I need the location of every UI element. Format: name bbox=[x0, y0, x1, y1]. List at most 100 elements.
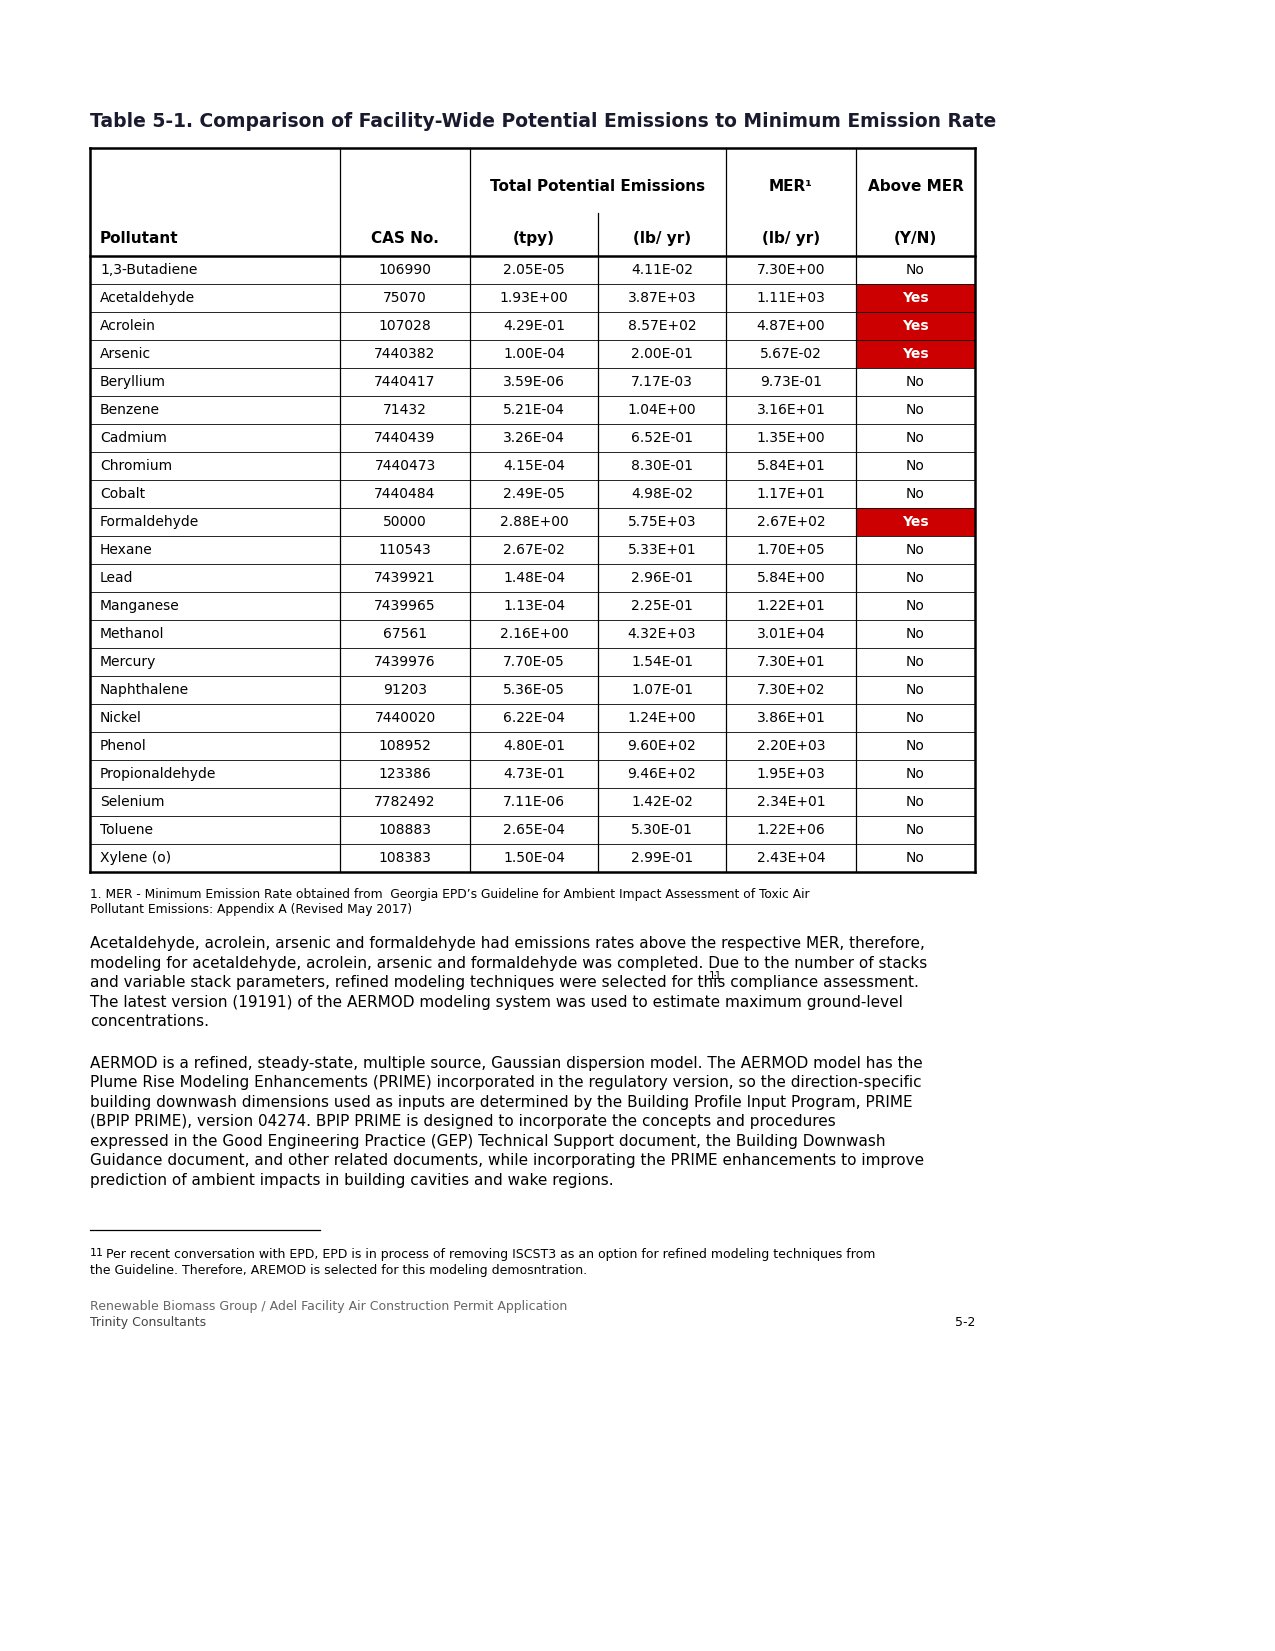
Text: 5.75E+03: 5.75E+03 bbox=[627, 515, 696, 528]
Text: 1.22E+01: 1.22E+01 bbox=[756, 599, 825, 613]
Text: 1.24E+00: 1.24E+00 bbox=[627, 712, 696, 725]
Text: prediction of ambient impacts in building cavities and wake regions.: prediction of ambient impacts in buildin… bbox=[91, 1172, 613, 1187]
Text: concentrations.: concentrations. bbox=[91, 1014, 209, 1029]
Text: 7439965: 7439965 bbox=[374, 599, 436, 613]
Text: 3.86E+01: 3.86E+01 bbox=[756, 712, 825, 725]
Text: 5.67E-02: 5.67E-02 bbox=[760, 347, 822, 362]
Text: 7439921: 7439921 bbox=[374, 571, 436, 584]
Text: 4.87E+00: 4.87E+00 bbox=[756, 319, 825, 334]
Text: 50000: 50000 bbox=[382, 515, 427, 528]
Text: No: No bbox=[907, 543, 924, 556]
Text: 108952: 108952 bbox=[379, 740, 431, 753]
Text: Chromium: Chromium bbox=[99, 459, 172, 472]
Text: 7.30E+00: 7.30E+00 bbox=[757, 263, 825, 277]
Text: 9.46E+02: 9.46E+02 bbox=[627, 768, 696, 781]
Text: Selenium: Selenium bbox=[99, 796, 164, 809]
Text: (lb/ yr): (lb/ yr) bbox=[632, 231, 691, 246]
Text: (Y/N): (Y/N) bbox=[894, 231, 937, 246]
Text: the Guideline. Therefore, AREMOD is selected for this modeling demosntration.: the Guideline. Therefore, AREMOD is sele… bbox=[91, 1265, 586, 1276]
Text: Benzene: Benzene bbox=[99, 403, 159, 418]
Text: 75070: 75070 bbox=[382, 291, 427, 305]
Text: 11: 11 bbox=[709, 971, 722, 981]
Text: Manganese: Manganese bbox=[99, 599, 180, 613]
Text: 123386: 123386 bbox=[379, 768, 431, 781]
Text: No: No bbox=[907, 822, 924, 837]
Text: Pollutant Emissions: Appendix A (Revised May 2017): Pollutant Emissions: Appendix A (Revised… bbox=[91, 903, 412, 916]
Text: Hexane: Hexane bbox=[99, 543, 153, 556]
Text: No: No bbox=[907, 655, 924, 669]
Text: Arsenic: Arsenic bbox=[99, 347, 152, 362]
Text: 1.07E-01: 1.07E-01 bbox=[631, 684, 694, 697]
Text: 7782492: 7782492 bbox=[375, 796, 436, 809]
Text: 2.43E+04: 2.43E+04 bbox=[757, 850, 825, 865]
Text: 7440473: 7440473 bbox=[375, 459, 436, 472]
Text: 106990: 106990 bbox=[379, 263, 431, 277]
Text: 71432: 71432 bbox=[382, 403, 427, 418]
Text: Renewable Biomass Group / Adel Facility Air Construction Permit Application: Renewable Biomass Group / Adel Facility … bbox=[91, 1299, 567, 1313]
Text: 4.15E-04: 4.15E-04 bbox=[504, 459, 565, 472]
Text: Yes: Yes bbox=[903, 291, 928, 305]
Text: CAS No.: CAS No. bbox=[371, 231, 439, 246]
Bar bbox=[856, 340, 975, 368]
Text: 2.99E-01: 2.99E-01 bbox=[631, 850, 694, 865]
Text: 1.00E-04: 1.00E-04 bbox=[504, 347, 565, 362]
Text: 3.87E+03: 3.87E+03 bbox=[627, 291, 696, 305]
Text: Yes: Yes bbox=[903, 515, 928, 528]
Text: 7440439: 7440439 bbox=[375, 431, 436, 446]
Text: (lb/ yr): (lb/ yr) bbox=[762, 231, 820, 246]
Text: 8.57E+02: 8.57E+02 bbox=[627, 319, 696, 334]
Text: No: No bbox=[907, 796, 924, 809]
Text: 3.01E+04: 3.01E+04 bbox=[756, 627, 825, 641]
Text: 2.00E-01: 2.00E-01 bbox=[631, 347, 692, 362]
Text: 2.67E-02: 2.67E-02 bbox=[504, 543, 565, 556]
Text: Mercury: Mercury bbox=[99, 655, 157, 669]
Text: 7440417: 7440417 bbox=[375, 375, 436, 390]
Text: Cadmium: Cadmium bbox=[99, 431, 167, 446]
Text: 1.48E-04: 1.48E-04 bbox=[504, 571, 565, 584]
Text: No: No bbox=[907, 263, 924, 277]
Text: 7.70E-05: 7.70E-05 bbox=[504, 655, 565, 669]
Text: Nickel: Nickel bbox=[99, 712, 142, 725]
Text: Naphthalene: Naphthalene bbox=[99, 684, 189, 697]
Bar bbox=[856, 284, 975, 312]
Text: 1.50E-04: 1.50E-04 bbox=[504, 850, 565, 865]
Text: 4.98E-02: 4.98E-02 bbox=[631, 487, 694, 500]
Text: 7.17E-03: 7.17E-03 bbox=[631, 375, 692, 390]
Text: 1.54E-01: 1.54E-01 bbox=[631, 655, 694, 669]
Text: 2.05E-05: 2.05E-05 bbox=[504, 263, 565, 277]
Text: Guidance document, and other related documents, while incorporating the PRIME en: Guidance document, and other related doc… bbox=[91, 1152, 924, 1167]
Text: No: No bbox=[907, 487, 924, 500]
Text: Xylene (o): Xylene (o) bbox=[99, 850, 171, 865]
Text: 1.04E+00: 1.04E+00 bbox=[627, 403, 696, 418]
Text: 1. MER - Minimum Emission Rate obtained from  Georgia EPD’s Guideline for Ambien: 1. MER - Minimum Emission Rate obtained … bbox=[91, 888, 810, 901]
Text: 7440484: 7440484 bbox=[375, 487, 436, 500]
Text: 7.30E+01: 7.30E+01 bbox=[756, 655, 825, 669]
Text: Cobalt: Cobalt bbox=[99, 487, 145, 500]
Text: 1.13E-04: 1.13E-04 bbox=[504, 599, 565, 613]
Text: 1.95E+03: 1.95E+03 bbox=[756, 768, 825, 781]
Text: 67561: 67561 bbox=[382, 627, 427, 641]
Text: and variable stack parameters, refined modeling techniques were selected for thi: and variable stack parameters, refined m… bbox=[91, 976, 919, 991]
Text: 2.96E-01: 2.96E-01 bbox=[631, 571, 694, 584]
Text: 6.22E-04: 6.22E-04 bbox=[504, 712, 565, 725]
Text: Table 5-1. Comparison of Facility-Wide Potential Emissions to Minimum Emission R: Table 5-1. Comparison of Facility-Wide P… bbox=[91, 112, 996, 130]
Text: 91203: 91203 bbox=[382, 684, 427, 697]
Text: Yes: Yes bbox=[903, 347, 928, 362]
Text: No: No bbox=[907, 768, 924, 781]
Text: Plume Rise Modeling Enhancements (PRIME) incorporated in the regulatory version,: Plume Rise Modeling Enhancements (PRIME)… bbox=[91, 1075, 922, 1090]
Text: 2.25E-01: 2.25E-01 bbox=[631, 599, 692, 613]
Text: 2.65E-04: 2.65E-04 bbox=[504, 822, 565, 837]
Text: 7439976: 7439976 bbox=[374, 655, 436, 669]
Text: 5.21E-04: 5.21E-04 bbox=[504, 403, 565, 418]
Text: No: No bbox=[907, 375, 924, 390]
Text: No: No bbox=[907, 712, 924, 725]
Text: 4.32E+03: 4.32E+03 bbox=[627, 627, 696, 641]
Text: 5.84E+00: 5.84E+00 bbox=[756, 571, 825, 584]
Text: Acetaldehyde: Acetaldehyde bbox=[99, 291, 195, 305]
Text: 1.70E+05: 1.70E+05 bbox=[756, 543, 825, 556]
Text: 7440382: 7440382 bbox=[375, 347, 436, 362]
Text: The latest version (19191) of the AERMOD modeling system was used to estimate ma: The latest version (19191) of the AERMOD… bbox=[91, 994, 903, 1009]
Text: 3.59E-06: 3.59E-06 bbox=[504, 375, 565, 390]
Text: 2.34E+01: 2.34E+01 bbox=[756, 796, 825, 809]
Text: 11: 11 bbox=[91, 1248, 105, 1258]
